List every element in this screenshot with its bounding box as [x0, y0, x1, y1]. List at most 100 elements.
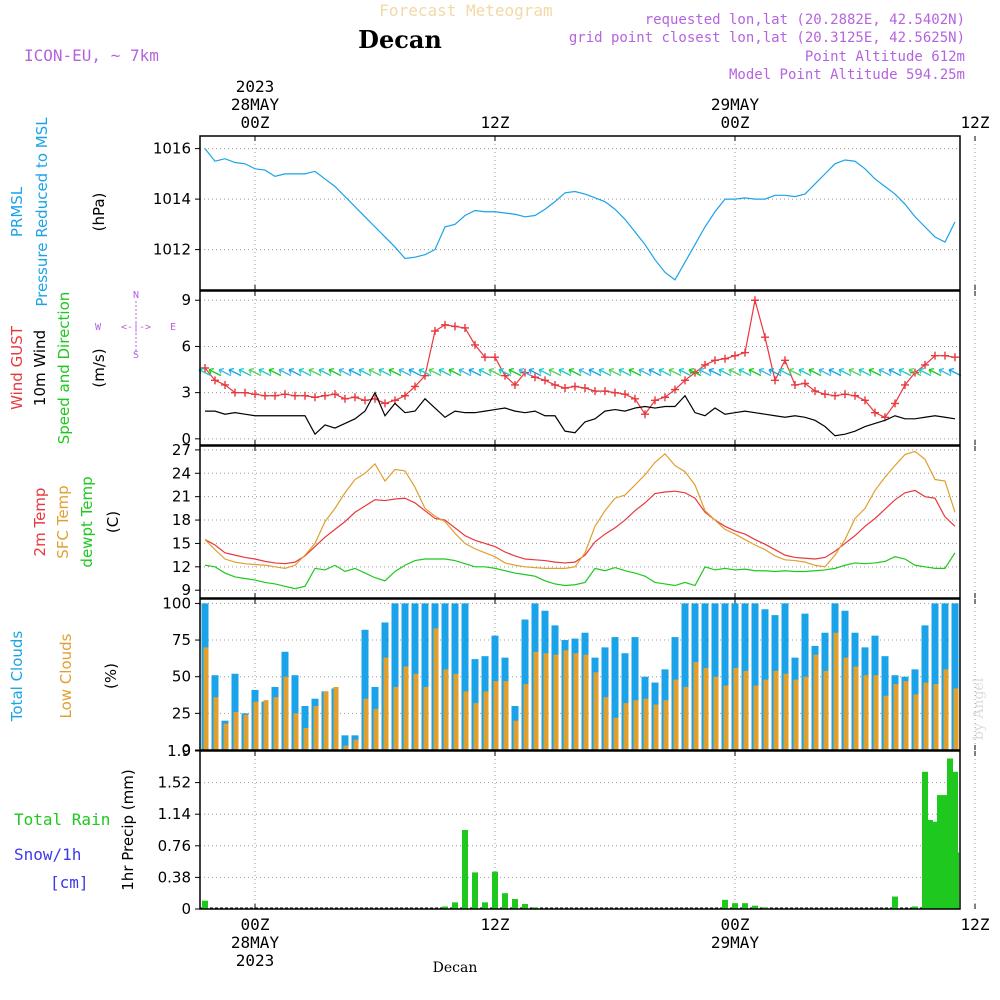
wind-direction-arrow	[788, 367, 802, 377]
compass-north: N	[133, 290, 139, 301]
wind-direction-arrow	[248, 367, 262, 377]
total-cloud-bar	[361, 629, 369, 750]
point-altitude: Point Altitude 612m	[805, 49, 965, 65]
wind-direction-arrow	[218, 367, 232, 377]
gust-marker	[671, 385, 679, 394]
gust-marker	[231, 388, 239, 397]
low-cloud-bar	[883, 695, 889, 750]
low-cloud-bar	[743, 670, 749, 750]
low-cloud-bar	[273, 697, 279, 750]
low-cloud-bar	[623, 703, 629, 750]
bottom-date-label: 29MAY	[711, 933, 760, 952]
low-cloud-bar	[203, 647, 209, 750]
total-cloud-bar	[461, 603, 469, 750]
wind-direction-arrow	[348, 367, 362, 377]
wind-direction-arrow	[608, 367, 622, 377]
wind-direction-arrow	[738, 367, 752, 377]
wind-direction-arrow	[328, 367, 342, 377]
wind-direction-arrow	[368, 367, 382, 377]
wind-direction-arrow	[318, 367, 332, 377]
low-cloud-bar	[593, 672, 599, 750]
low-cloud-bar	[523, 684, 529, 750]
gust-marker	[631, 394, 639, 403]
low-cloud-bar	[383, 657, 389, 750]
low-cloud-bar	[403, 666, 409, 750]
gust-marker	[801, 379, 809, 388]
wind-direction-arrow	[408, 367, 422, 377]
wind-direction-arrow	[358, 367, 372, 377]
rain-bar	[722, 899, 728, 909]
rain-bar	[442, 906, 448, 909]
wind-speed-direction-label: Speed and Direction	[55, 292, 73, 445]
wind-unit: (m/s)	[90, 348, 108, 387]
y-tick-label: 1016	[153, 140, 191, 158]
rain-bar	[927, 820, 933, 909]
wind-speed-line	[205, 391, 956, 437]
gust-marker	[271, 391, 279, 400]
y-tick-label: 0	[181, 741, 191, 759]
low-cloud-bar	[913, 694, 919, 750]
low-cloud-bar	[493, 681, 499, 750]
y-tick-label: 25	[172, 704, 191, 722]
low-cloud-bar	[873, 675, 879, 750]
wind-direction-arrow	[868, 367, 882, 377]
gust-marker	[951, 353, 959, 362]
gust-marker	[301, 391, 309, 400]
temp-2m-label: 2m Temp	[31, 488, 49, 557]
wind-direction-arrow	[898, 367, 912, 377]
wind-direction-arrow	[798, 367, 812, 377]
gust-marker	[741, 348, 749, 357]
rain-bar	[953, 852, 959, 909]
gust-marker	[931, 351, 939, 360]
top-date-label: 28MAY	[231, 95, 280, 114]
panel-frame	[199, 290, 961, 446]
temp-2m-line	[204, 489, 956, 565]
low-cloud-bar	[843, 657, 849, 750]
gust-marker	[781, 356, 789, 365]
wind-direction-arrow	[778, 367, 792, 377]
requested-coords: requested lon,lat (20.2882E, 42.5402N)	[645, 12, 965, 28]
y-tick-label: 0	[181, 430, 191, 448]
total-cloud-bar	[631, 637, 639, 750]
y-tick-label: 50	[172, 668, 191, 686]
gust-marker	[721, 354, 729, 363]
rain-bar	[462, 830, 468, 909]
prmsl-line	[204, 148, 956, 281]
gust-marker	[381, 399, 389, 408]
total-cloud-bar	[951, 603, 959, 750]
top-time-label: 12Z	[961, 113, 990, 132]
panel-frame	[199, 445, 961, 599]
y-tick-label: 9	[181, 291, 191, 309]
panel-frame	[199, 598, 961, 751]
low-cloud-bar	[793, 679, 799, 750]
pressure-unit: (hPa)	[90, 193, 108, 232]
low-cloud-bar	[563, 650, 569, 750]
low-cloud-bar	[673, 679, 679, 750]
model-name: ICON-EU, ~ 7km	[24, 46, 159, 65]
low-cloud-bar	[293, 713, 299, 750]
gust-marker	[941, 351, 949, 360]
wind-direction-arrow	[208, 367, 222, 377]
gust-marker	[621, 390, 629, 399]
low-cloud-bar	[363, 698, 369, 750]
panel-frame	[199, 750, 961, 910]
wind-direction-arrow	[758, 367, 772, 377]
compass-west: W	[95, 322, 102, 333]
gust-marker	[921, 360, 929, 369]
gust-marker	[491, 353, 499, 362]
wind-direction-arrow	[228, 367, 242, 377]
total-cloud-bar	[291, 675, 299, 750]
wind-direction-arrow	[238, 367, 252, 377]
low-cloud-bar	[953, 688, 959, 750]
gust-marker	[361, 396, 369, 405]
compass-south: S	[133, 350, 139, 361]
wind-direction-arrow	[528, 367, 542, 377]
bottom-time-label: 00Z	[721, 915, 750, 934]
total-clouds-label: Total Clouds	[8, 631, 26, 723]
rain-bar	[532, 907, 538, 909]
gust-marker	[651, 396, 659, 405]
temp-sfc-label: SFC Temp	[54, 485, 72, 558]
low-clouds-label: Low Clouds	[57, 633, 75, 718]
wind-direction-arrow	[458, 367, 472, 377]
wind-direction-arrow	[828, 367, 842, 377]
